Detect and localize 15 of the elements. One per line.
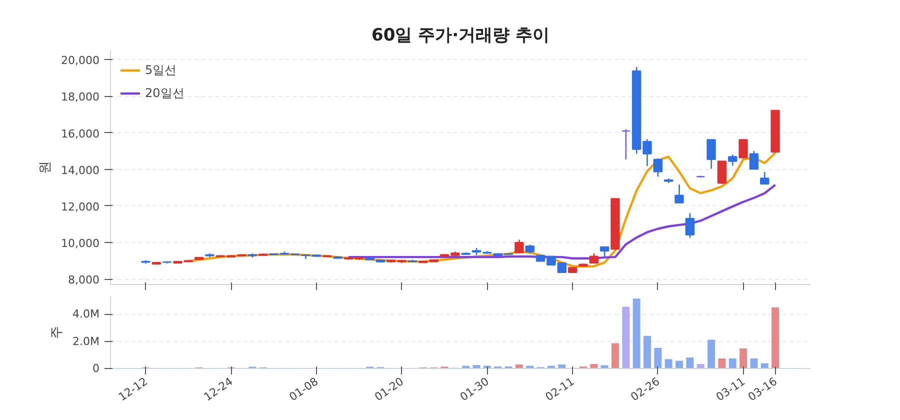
y-tick-label: 14,000: [61, 164, 100, 177]
y-tick-label: 0: [92, 362, 100, 375]
y-tick-label: 10,000: [61, 236, 100, 250]
y-tick-label: 18,000: [61, 90, 100, 104]
legend-label: 20일선: [145, 84, 184, 102]
y-axis-title: 원: [38, 161, 54, 174]
y-tick-label: 20,000: [61, 54, 100, 68]
y-tick-label: 8,000: [68, 274, 100, 287]
y-axis-title: 주: [50, 326, 65, 339]
y-tick-label: 16,000: [61, 127, 100, 140]
chart-title: 60일 주가·거래량 추이: [372, 26, 550, 46]
y-tick-label: 12,000: [61, 200, 100, 214]
y-tick-label: 4.0M: [72, 308, 100, 321]
legend-label: 5일선: [145, 62, 177, 78]
y-tick-label: 2.0M: [72, 334, 100, 348]
